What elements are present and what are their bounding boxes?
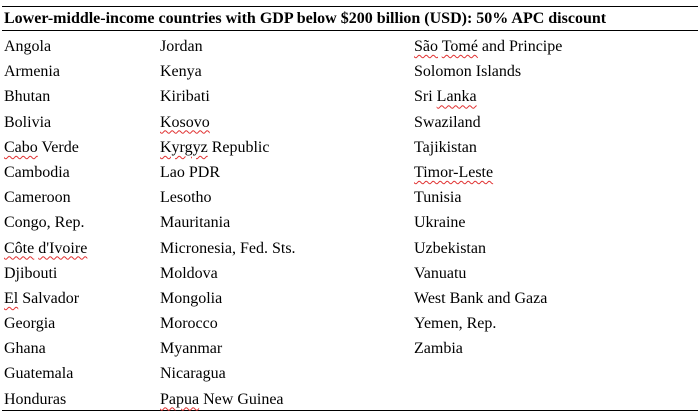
country-item: Cambodia — [4, 163, 70, 181]
country-item: Yemen, Rep. — [414, 315, 497, 333]
country-item: São Tomé and Principe — [414, 38, 563, 55]
country-item: Vanuatu — [414, 264, 467, 282]
country-item: Zambia — [414, 340, 463, 358]
country-column-1: Angola Armenia Bhutan Bolivia Cabo Verde Camb… — [4, 34, 87, 412]
country-item: Djibouti — [4, 264, 58, 282]
country-item: Tunisia — [414, 189, 462, 207]
country-column-3: São Tomé and Principe Solomon Islands Sri … — [414, 34, 562, 361]
country-columns: Angola Armenia Bhutan Bolivia Cabo Verde Camb… — [2, 31, 698, 410]
country-item: Papua New Guinea — [160, 390, 284, 408]
country-item: Georgia — [4, 315, 56, 333]
country-item: Moldova — [160, 264, 218, 282]
country-item: Mauritania — [160, 214, 231, 232]
country-item: Micronesia, Fed. Sts. — [160, 239, 296, 257]
country-item: Bhutan — [4, 88, 51, 106]
country-item: Myanmar — [160, 340, 223, 358]
country-item: Sri Lanka — [414, 88, 477, 106]
country-item: Ghana — [4, 340, 46, 358]
country-item: Solomon Islands — [414, 63, 522, 81]
country-item: Timor-Leste — [414, 163, 494, 181]
country-item: Nicaragua — [160, 365, 226, 383]
country-item: Bolivia — [4, 113, 52, 131]
country-item: Guatemala — [4, 365, 74, 383]
country-item: Angola — [4, 38, 52, 55]
country-item: Jordan — [160, 38, 203, 55]
country-item: Swaziland — [414, 113, 481, 131]
country-item: Congo, Rep. — [4, 214, 85, 232]
country-item: Kosovo — [160, 113, 210, 131]
country-item: Kyrgyz Republic — [160, 138, 270, 156]
country-item: Cameroon — [4, 189, 71, 207]
country-item: Morocco — [160, 315, 218, 333]
country-item: Ukraine — [414, 214, 466, 232]
country-item: Tajikistan — [414, 138, 477, 156]
country-item: Honduras — [4, 390, 67, 408]
country-item: Kenya — [160, 63, 202, 81]
country-item: Lesotho — [160, 189, 212, 207]
country-column-2: Jordan Kenya Kiribati Kosovo Kyrgyz Republic… — [160, 34, 296, 412]
country-item: Kiribati — [160, 88, 210, 106]
country-item: Cabo Verde — [4, 138, 79, 156]
table-title: Lower-middle-income countries with GDP b… — [2, 7, 698, 31]
country-item: Côte d'Ivoire — [4, 239, 88, 257]
country-item: Uzbekistan — [414, 239, 486, 257]
country-item: El Salvador — [4, 289, 80, 307]
country-item: Mongolia — [160, 289, 223, 307]
country-item: West Bank and Gaza — [414, 289, 548, 307]
country-table: Lower-middle-income countries with GDP b… — [2, 6, 698, 411]
country-item: Lao PDR — [160, 163, 220, 181]
country-item: Armenia — [4, 63, 60, 81]
